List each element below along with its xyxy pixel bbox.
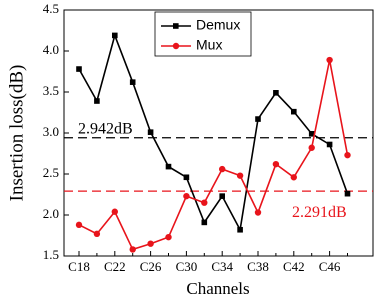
point	[147, 129, 154, 135]
x-tick-label: C30	[176, 259, 198, 274]
point	[165, 233, 172, 241]
point	[255, 116, 261, 122]
legend-marker	[172, 42, 180, 50]
point	[75, 221, 83, 229]
point	[201, 219, 208, 226]
point	[129, 79, 136, 85]
y-axis-label: Insertion loss(dB)	[6, 65, 27, 202]
point	[273, 90, 279, 96]
point	[326, 141, 333, 148]
x-axis-label: Channels	[186, 279, 249, 298]
reference-label: 2.291dB	[292, 204, 347, 221]
x-tick-label: C42	[283, 259, 305, 274]
y-tick-label: 3.5	[43, 83, 59, 98]
reference-label: 2.942dB	[78, 120, 133, 137]
point	[272, 160, 280, 168]
point	[147, 240, 154, 247]
legend-marker	[173, 23, 179, 29]
x-tick-label: C38	[247, 259, 269, 274]
x-tick-label: C18	[68, 259, 90, 274]
point	[111, 208, 119, 215]
point	[94, 98, 100, 104]
legend-box	[154, 11, 252, 57]
point	[254, 209, 262, 216]
y-tick-label: 2.0	[43, 206, 59, 221]
legend-label: Demux	[196, 17, 240, 33]
point	[183, 192, 190, 200]
y-tick-label: 2.5	[43, 165, 59, 180]
point	[308, 131, 315, 137]
point	[237, 226, 243, 233]
point	[326, 56, 333, 64]
point	[290, 174, 297, 181]
y-tick-label: 4.0	[43, 42, 59, 57]
point	[129, 246, 136, 253]
point	[76, 66, 82, 72]
x-tick-label: C46	[319, 259, 341, 274]
point	[183, 174, 190, 181]
point	[93, 230, 101, 238]
series-line	[78, 59, 349, 251]
point	[165, 163, 172, 170]
x-tick-label: C22	[104, 259, 126, 274]
x-tick-label: C26	[140, 259, 162, 274]
point	[219, 165, 226, 173]
y-tick-label: 4.5	[43, 1, 59, 16]
point	[344, 151, 351, 159]
point	[112, 32, 118, 39]
point	[308, 144, 315, 151]
point	[344, 190, 351, 197]
point	[236, 172, 244, 179]
legend-label: Mux	[196, 37, 222, 53]
point	[219, 193, 225, 199]
series-line	[78, 32, 349, 233]
y-tick-label: 1.5	[43, 247, 59, 262]
point	[201, 199, 208, 206]
y-tick-label: 3.0	[43, 124, 59, 139]
x-tick-label: C34	[211, 259, 233, 274]
point	[291, 108, 297, 115]
